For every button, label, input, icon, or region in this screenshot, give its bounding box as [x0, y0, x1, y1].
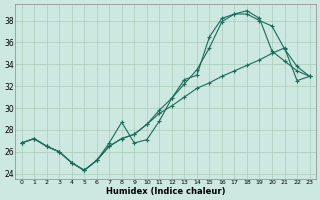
X-axis label: Humidex (Indice chaleur): Humidex (Indice chaleur) — [106, 187, 225, 196]
